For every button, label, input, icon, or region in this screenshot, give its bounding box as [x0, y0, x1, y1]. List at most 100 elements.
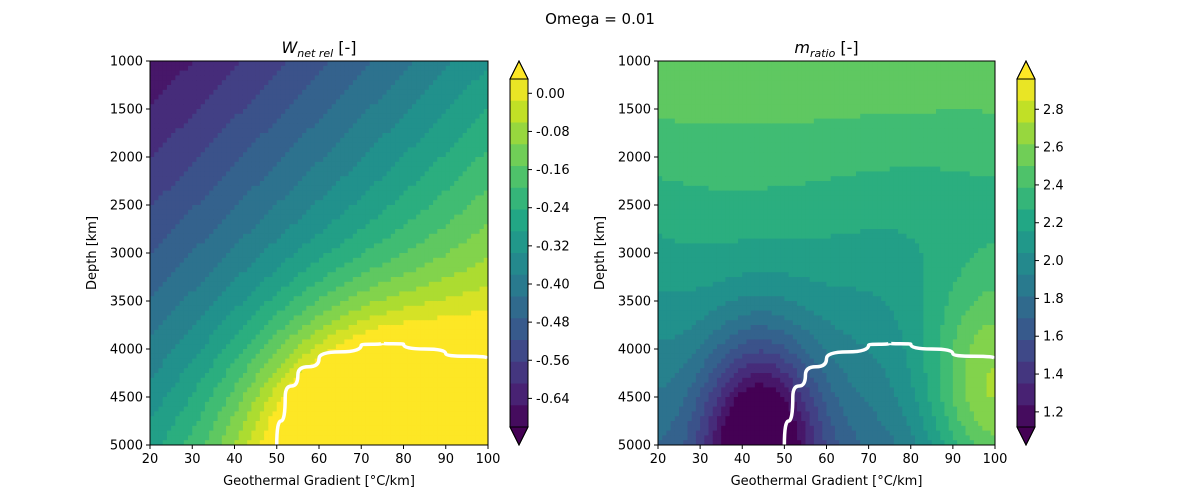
contour-cell	[302, 320, 307, 326]
contour-cell	[327, 262, 333, 268]
contour-cell	[230, 377, 236, 384]
contour-cell	[335, 382, 341, 388]
contour-cell	[272, 325, 278, 331]
contour-cell	[213, 123, 219, 129]
contour-cell	[399, 305, 405, 312]
contour-cell	[183, 229, 189, 235]
contour-cell	[382, 344, 388, 350]
contour-cell	[331, 305, 337, 312]
contour-cell	[171, 416, 176, 422]
contour-cell	[242, 363, 248, 369]
contour-cell	[344, 152, 350, 158]
contour-cell	[217, 363, 223, 369]
contour-cell	[403, 387, 409, 393]
contour-cell	[310, 358, 316, 364]
contour-cell	[234, 185, 240, 192]
contour-cell	[297, 157, 303, 163]
contour-cell	[382, 411, 388, 417]
contour-cell	[285, 248, 291, 254]
contour-cell	[264, 94, 269, 100]
contour-cell	[268, 142, 274, 148]
contour-cell	[319, 118, 324, 124]
contour-cell	[162, 224, 168, 230]
contour-cell	[188, 142, 193, 148]
contour-cell	[340, 286, 345, 292]
contour-cell	[154, 272, 160, 278]
contour-cell	[280, 137, 286, 144]
contour-cell	[247, 368, 252, 374]
contour-cell	[344, 85, 350, 91]
contour-cell	[264, 113, 269, 120]
contour-cell	[327, 329, 333, 336]
contour-cell	[310, 286, 316, 292]
contour-cell	[297, 229, 303, 235]
contour-cell	[348, 229, 354, 235]
contour-cell	[183, 349, 189, 355]
contour-cell	[293, 334, 299, 340]
contour-cell	[255, 99, 261, 105]
contour-cell	[171, 310, 176, 316]
contour-cell	[268, 358, 274, 364]
contour-cell	[204, 334, 210, 340]
contour-cell	[373, 320, 379, 326]
contour-cell	[285, 233, 291, 240]
contour-cell	[293, 171, 299, 177]
contour-cell	[369, 425, 375, 432]
contour-cell	[348, 195, 354, 201]
contour-cell	[382, 109, 388, 115]
contour-cell	[204, 401, 210, 408]
contour-cell	[289, 411, 295, 417]
contour-cell	[314, 267, 320, 273]
contour-cell	[319, 329, 324, 336]
contour-cell	[259, 272, 265, 278]
contour-cell	[335, 286, 341, 292]
contour-cell	[188, 329, 193, 336]
contour-cell	[188, 320, 193, 326]
contour-cell	[293, 176, 299, 182]
contour-cell	[213, 89, 219, 96]
contour-cell	[395, 113, 400, 120]
contour-cell	[200, 85, 206, 91]
contour-cell	[175, 229, 181, 235]
contour-cell	[255, 128, 261, 134]
contour-cell	[382, 94, 388, 100]
contour-cell	[162, 152, 168, 158]
contour-cell	[230, 277, 236, 283]
contour-cell	[378, 277, 383, 283]
contour-cell	[331, 185, 337, 192]
contour-cell	[357, 329, 362, 336]
contour-cell	[158, 161, 164, 168]
contour-cell	[310, 118, 316, 124]
contour-cell	[319, 176, 324, 182]
contour-cell	[373, 233, 379, 240]
contour-cell	[276, 440, 282, 445]
contour-cell	[373, 209, 379, 216]
contour-cell	[268, 277, 274, 283]
contour-cell	[264, 315, 269, 321]
contour-cell	[272, 430, 278, 436]
contour-cell	[310, 401, 316, 408]
contour-cell	[348, 243, 354, 249]
contour-cell	[272, 320, 278, 326]
contour-cell	[192, 305, 198, 312]
contour-cell	[213, 349, 219, 355]
contour-cell	[259, 435, 265, 441]
contour-cell	[192, 373, 198, 379]
contour-cell	[361, 233, 367, 240]
contour-cell	[327, 440, 333, 445]
contour-cell	[335, 435, 341, 441]
contour-cell	[209, 339, 214, 345]
contour-cell	[192, 142, 198, 148]
contour-cell	[319, 373, 324, 379]
contour-cell	[251, 104, 257, 110]
contour-cell	[175, 382, 181, 388]
contour-cell	[238, 133, 244, 139]
contour-cell	[221, 320, 227, 326]
contour-cell	[226, 421, 231, 427]
contour-cell	[200, 277, 206, 283]
contour-cell	[327, 296, 333, 302]
contour-cell	[196, 262, 202, 268]
contour-cell	[340, 301, 345, 307]
contour-cell	[264, 195, 269, 201]
contour-cell	[217, 248, 223, 254]
